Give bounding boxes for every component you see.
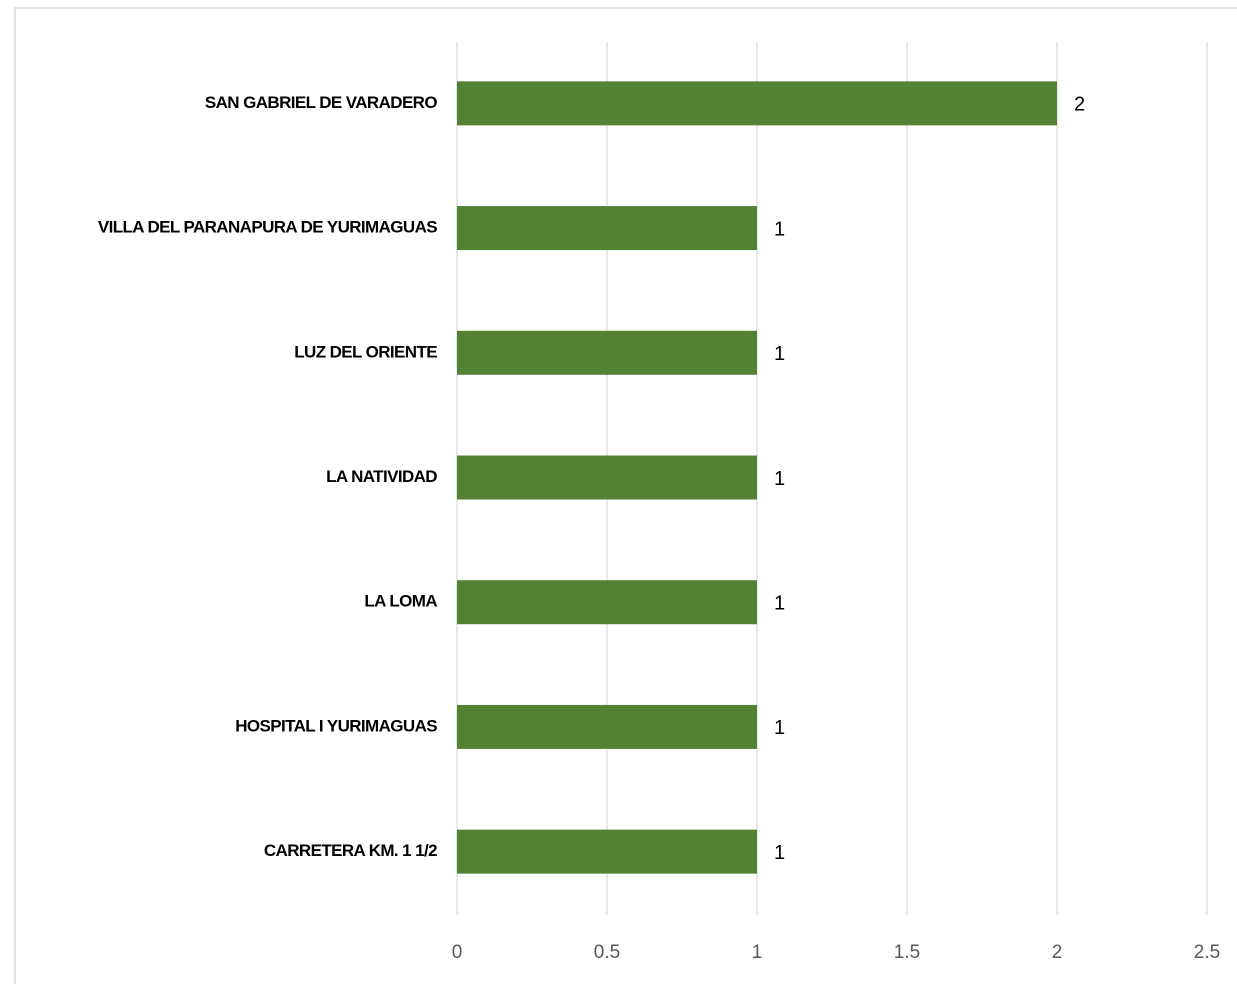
data-label: 1	[774, 218, 785, 240]
x-tick-label: 1.5	[894, 942, 920, 963]
x-tick-label: 2.5	[1194, 942, 1220, 963]
bar	[457, 455, 757, 500]
bar	[457, 81, 1057, 126]
bar	[457, 704, 757, 749]
x-tick-label: 0.5	[594, 942, 620, 963]
y-tick-label: LUZ DEL ORIENTE	[294, 342, 437, 361]
bar	[457, 580, 757, 625]
y-tick-label: SAN GABRIEL DE VARADERO	[205, 93, 437, 112]
data-label: 2	[1074, 94, 1085, 116]
data-label: 1	[774, 717, 785, 739]
chart-frame	[14, 7, 1237, 984]
bar	[457, 829, 757, 874]
x-tick-label: 1	[752, 942, 763, 963]
x-tick-label: 0	[452, 942, 463, 963]
y-tick-label: VILLA DEL PARANAPURA DE YURIMAGUAS	[98, 218, 437, 237]
y-tick-label: LA NATIVIDAD	[326, 467, 437, 486]
data-label: 1	[774, 842, 785, 864]
y-tick-label: LA LOMA	[364, 592, 437, 611]
y-tick-label: CARRETERA KM. 1 1/2	[264, 841, 437, 860]
bar	[457, 330, 757, 375]
data-label: 1	[774, 343, 785, 365]
data-label: 1	[774, 468, 785, 490]
data-label: 1	[774, 592, 785, 614]
x-tick-label: 2	[1052, 942, 1063, 963]
y-tick-label: HOSPITAL I YURIMAGUAS	[235, 716, 437, 735]
bar	[457, 206, 757, 251]
